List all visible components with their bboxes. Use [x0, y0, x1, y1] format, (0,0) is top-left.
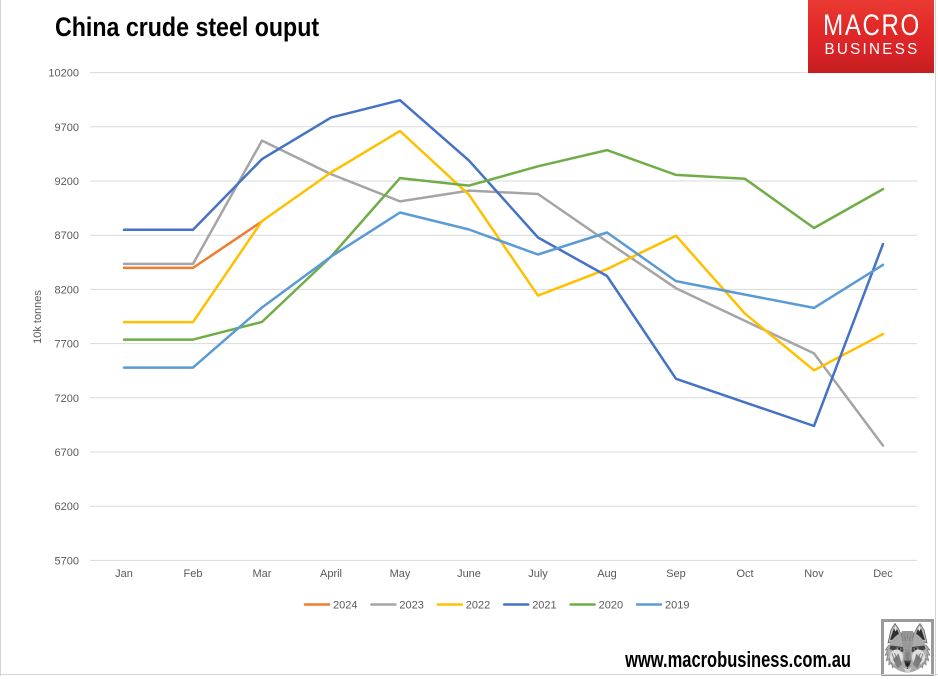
svg-text:10k tonnes: 10k tonnes [32, 290, 44, 344]
svg-text:2022: 2022 [466, 600, 490, 612]
svg-text:Dec: Dec [873, 568, 893, 580]
svg-text:6200: 6200 [55, 501, 79, 513]
svg-text:Aug: Aug [597, 568, 617, 580]
svg-text:9200: 9200 [55, 176, 79, 188]
svg-text:2021: 2021 [532, 600, 556, 612]
svg-text:Mar: Mar [253, 568, 272, 580]
svg-text:10200: 10200 [48, 68, 79, 80]
svg-text:June: June [457, 568, 481, 580]
svg-text:Nov: Nov [804, 568, 824, 580]
svg-text:9700: 9700 [55, 122, 79, 134]
svg-text:Sep: Sep [666, 568, 686, 580]
svg-text:Jan: Jan [115, 568, 133, 580]
svg-text:5700: 5700 [55, 555, 79, 567]
svg-text:8700: 8700 [55, 230, 79, 242]
svg-text:6700: 6700 [55, 447, 79, 459]
svg-text:Oct: Oct [736, 568, 753, 580]
svg-text:2023: 2023 [399, 600, 423, 612]
svg-text:2019: 2019 [665, 600, 689, 612]
svg-text:2020: 2020 [599, 600, 623, 612]
svg-text:May: May [390, 568, 411, 580]
svg-text:Feb: Feb [184, 568, 203, 580]
svg-text:2024: 2024 [333, 600, 357, 612]
svg-text:8200: 8200 [55, 284, 79, 296]
svg-text:7700: 7700 [55, 339, 79, 351]
svg-text:7200: 7200 [55, 393, 79, 405]
svg-text:July: July [528, 568, 548, 580]
svg-text:April: April [320, 568, 342, 580]
